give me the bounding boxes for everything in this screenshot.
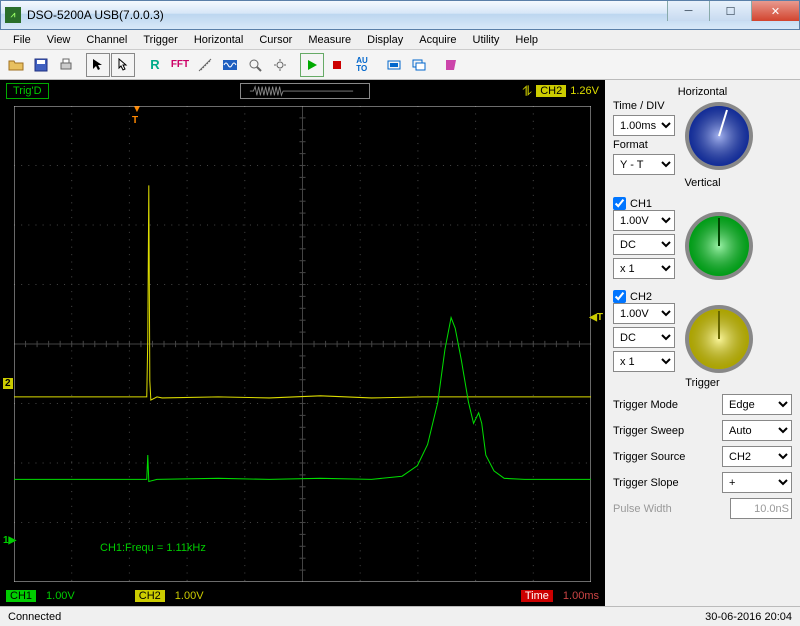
run-icon[interactable]: R bbox=[143, 53, 167, 77]
maximize-button[interactable]: ☐ bbox=[709, 1, 751, 21]
horizontal-knob[interactable] bbox=[683, 100, 755, 172]
wave-icon[interactable] bbox=[218, 53, 242, 77]
format-select[interactable]: Y - T bbox=[613, 154, 675, 175]
ch1-label: CH1 bbox=[630, 198, 652, 210]
ch2-vdiv-readout: 1.00V bbox=[175, 590, 204, 602]
trigger-status: Trig'D bbox=[6, 83, 49, 99]
ch2-badge: CH2 bbox=[135, 590, 165, 602]
titlebar: ⩘ DSO-5200A USB(7.0.0.3) ─ ☐ ✕ bbox=[0, 0, 800, 30]
control-panel: Horizontal Time / DIV 1.00ms Format Y - … bbox=[605, 80, 800, 606]
ch1-probe-select[interactable]: x 1 bbox=[613, 258, 675, 279]
ch2-label: CH2 bbox=[630, 291, 652, 303]
menu-measure[interactable]: Measure bbox=[301, 32, 358, 48]
measure-icon[interactable] bbox=[193, 53, 217, 77]
help-icon[interactable] bbox=[439, 53, 463, 77]
ch2-enable[interactable] bbox=[613, 290, 626, 303]
ch2-vdiv-select[interactable]: 1.00V bbox=[613, 303, 675, 324]
trigger-sweep-label: Trigger Sweep bbox=[613, 425, 722, 437]
pulse-width-input bbox=[730, 498, 792, 519]
trigger-title: Trigger bbox=[613, 377, 792, 389]
trigger-source-select[interactable]: CH2 bbox=[722, 446, 792, 467]
ch2-probe-select[interactable]: x 1 bbox=[613, 351, 675, 372]
marker-time: ▼T bbox=[132, 104, 142, 126]
trigger-sweep-select[interactable]: Auto bbox=[722, 420, 792, 441]
open-icon[interactable] bbox=[4, 53, 28, 77]
screenshot-icon[interactable] bbox=[382, 53, 406, 77]
save-icon[interactable] bbox=[29, 53, 53, 77]
ch1-vdiv-select[interactable]: 1.00V bbox=[613, 210, 675, 231]
datetime-status: 30-06-2016 20:04 bbox=[705, 611, 792, 623]
marker-ch2: 2 bbox=[3, 378, 13, 389]
stop-icon[interactable] bbox=[325, 53, 349, 77]
menu-view[interactable]: View bbox=[40, 32, 78, 48]
close-button[interactable]: ✕ bbox=[751, 1, 799, 21]
auto-icon[interactable]: AUTO bbox=[350, 53, 374, 77]
time-badge: Time bbox=[521, 590, 553, 602]
menu-channel[interactable]: Channel bbox=[79, 32, 134, 48]
marker-trigger: ◀T bbox=[589, 312, 603, 323]
settings-icon[interactable] bbox=[268, 53, 292, 77]
ch1-vdiv-readout: 1.00V bbox=[46, 590, 75, 602]
menu-help[interactable]: Help bbox=[508, 32, 545, 48]
trigger-mode-select[interactable]: Edge bbox=[722, 394, 792, 415]
ch1-enable[interactable] bbox=[613, 197, 626, 210]
vertical-title: Vertical bbox=[613, 177, 792, 189]
frequency-readout: CH1:Frequ = 1.11kHz bbox=[100, 542, 206, 554]
trigger-channel-badge: CH2 bbox=[536, 85, 566, 97]
menubar: File View Channel Trigger Horizontal Cur… bbox=[0, 30, 800, 50]
menu-file[interactable]: File bbox=[6, 32, 38, 48]
scope-area: Trig'D ⥮ CH2 1.26V ▼T 2 1▶ ◀T CH1:Frequ … bbox=[0, 80, 605, 606]
timediv-label: Time / DIV bbox=[613, 100, 675, 112]
app-icon: ⩘ bbox=[5, 7, 21, 23]
select-icon[interactable] bbox=[111, 53, 135, 77]
menu-horizontal[interactable]: Horizontal bbox=[187, 32, 251, 48]
trigger-edge-icon: ⥮ bbox=[522, 83, 532, 100]
time-div-readout: 1.00ms bbox=[563, 590, 599, 602]
minimize-button[interactable]: ─ bbox=[667, 1, 709, 21]
trigger-slope-select[interactable]: + bbox=[722, 472, 792, 493]
ch1-position-knob[interactable] bbox=[683, 210, 755, 282]
connection-status: Connected bbox=[8, 611, 61, 623]
waveform-overview[interactable] bbox=[240, 83, 370, 99]
trigger-mode-label: Trigger Mode bbox=[613, 399, 722, 411]
pointer-icon[interactable] bbox=[86, 53, 110, 77]
menu-acquire[interactable]: Acquire bbox=[412, 32, 463, 48]
ch2-position-knob[interactable] bbox=[683, 303, 755, 375]
scope-display[interactable]: ▼T 2 1▶ ◀T CH1:Frequ = 1.11kHz bbox=[14, 106, 591, 582]
window-title: DSO-5200A USB(7.0.0.3) bbox=[27, 8, 164, 22]
horizontal-title: Horizontal bbox=[613, 86, 792, 98]
ch1-coupling-select[interactable]: DC bbox=[613, 234, 675, 255]
menu-display[interactable]: Display bbox=[360, 32, 410, 48]
menu-utility[interactable]: Utility bbox=[466, 32, 507, 48]
trigger-level-readout: 1.26V bbox=[570, 85, 599, 97]
timediv-select[interactable]: 1.00ms bbox=[613, 115, 675, 136]
print-icon[interactable] bbox=[54, 53, 78, 77]
zoom-icon[interactable] bbox=[243, 53, 267, 77]
trigger-source-label: Trigger Source bbox=[613, 451, 722, 463]
pulse-width-label: Pulse Width bbox=[613, 503, 730, 515]
ch1-badge: CH1 bbox=[6, 590, 36, 602]
trigger-slope-label: Trigger Slope bbox=[613, 477, 722, 489]
format-label: Format bbox=[613, 139, 675, 151]
menu-cursor[interactable]: Cursor bbox=[252, 32, 299, 48]
toolbar: R FFT AUTO bbox=[0, 50, 800, 80]
statusbar: Connected 30-06-2016 20:04 bbox=[0, 606, 800, 626]
fft-icon[interactable]: FFT bbox=[168, 53, 192, 77]
ch2-coupling-select[interactable]: DC bbox=[613, 327, 675, 348]
menu-trigger[interactable]: Trigger bbox=[136, 32, 184, 48]
marker-ch1: 1▶ bbox=[3, 535, 16, 546]
window-icon[interactable] bbox=[407, 53, 431, 77]
play-icon[interactable] bbox=[300, 53, 324, 77]
